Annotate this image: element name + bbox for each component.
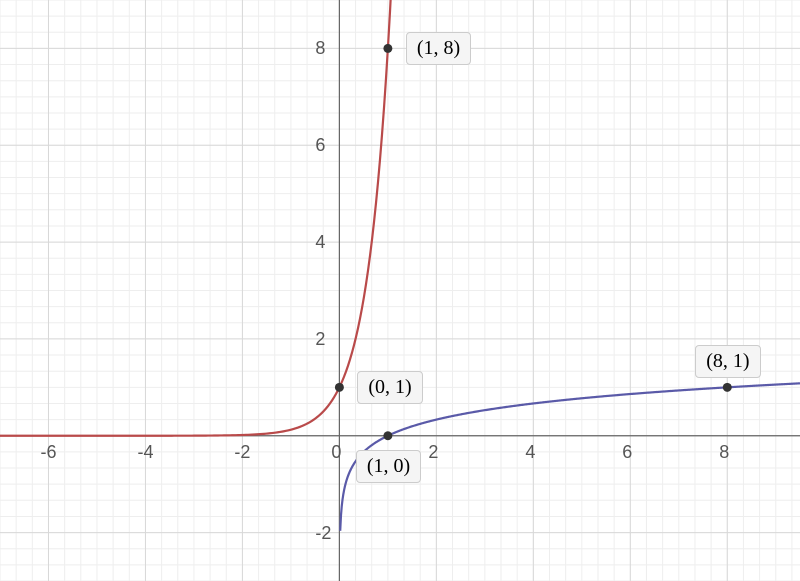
x-tick-label: 2 [428, 442, 438, 463]
point-label-1: (0, 1) [357, 371, 422, 404]
x-tick-label: 0 [331, 442, 341, 463]
point-label-2: (1, 0) [356, 450, 421, 483]
chart-container: -6 -4 -2 0 2 4 6 8 -2 2 4 6 8 (1, 8) (0, 1) (1, 0) (8, 1… [0, 0, 800, 581]
y-tick-label: 4 [315, 232, 325, 253]
point-0 [383, 44, 392, 53]
y-tick-label: 6 [315, 135, 325, 156]
x-tick-label: 8 [719, 442, 729, 463]
x-tick-label: 6 [622, 442, 632, 463]
y-tick-label: 2 [315, 329, 325, 350]
point-1 [335, 383, 344, 392]
x-tick-label: -4 [137, 442, 153, 463]
point-2 [383, 431, 392, 440]
x-tick-label: -6 [40, 442, 56, 463]
y-tick-label: -2 [315, 523, 331, 544]
y-tick-label: 8 [315, 38, 325, 59]
point-label-0: (1, 8) [406, 32, 471, 65]
point-3 [723, 383, 732, 392]
chart-svg [0, 0, 800, 581]
x-tick-label: -2 [234, 442, 250, 463]
x-tick-label: 4 [525, 442, 535, 463]
point-label-3: (8, 1) [695, 345, 760, 378]
